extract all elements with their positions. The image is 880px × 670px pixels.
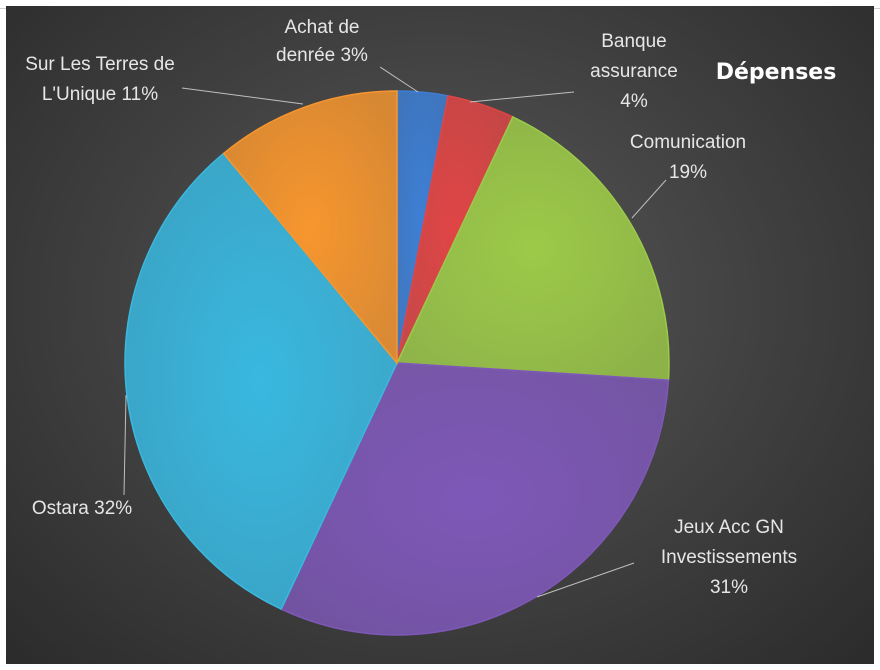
pie-slices bbox=[124, 90, 670, 636]
leader-line bbox=[631, 179, 667, 219]
leader-line bbox=[469, 91, 575, 103]
leader-line bbox=[536, 562, 635, 598]
data-label: Ostara 32% bbox=[32, 498, 132, 519]
pie-slice-comunication[interactable] bbox=[395, 115, 670, 381]
pie-slice-ostara[interactable] bbox=[124, 152, 398, 611]
chart-title: Dépenses bbox=[716, 60, 837, 85]
leader-line bbox=[181, 87, 304, 105]
data-label: Achat de denrée 3% bbox=[276, 17, 368, 66]
data-label: Sur Les Terres de L'Unique 11% bbox=[25, 54, 175, 105]
pie-slice-jeux-acc-gn-investissements[interactable] bbox=[280, 362, 670, 636]
leader-line bbox=[379, 66, 419, 93]
data-label: Banque assurance 4% bbox=[590, 31, 678, 112]
data-label: Jeux Acc GN Investissements 31% bbox=[661, 517, 797, 598]
pie-slice-sur-les-terres-de-l-unique[interactable] bbox=[222, 90, 398, 366]
data-label: Comunication 19% bbox=[630, 132, 746, 183]
leader-lines bbox=[123, 66, 667, 598]
leader-line bbox=[123, 394, 127, 496]
data-labels: Achat de denrée 3% Banque assurance 4% Comuni… bbox=[25, 17, 797, 598]
